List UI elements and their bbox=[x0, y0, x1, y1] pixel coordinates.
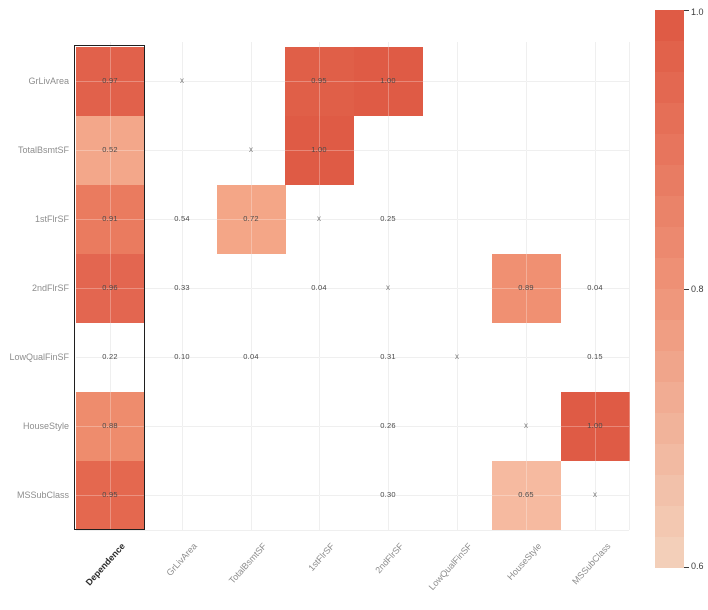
cell-value-2ndFlrSF-HouseStyle: 0.89 bbox=[518, 283, 534, 292]
cell-value-2ndFlrSF-GrLivArea: 0.33 bbox=[174, 283, 190, 292]
legend-step bbox=[655, 320, 684, 352]
horizontal-gridline bbox=[76, 425, 629, 427]
vertical-gridline bbox=[456, 42, 458, 530]
legend-step bbox=[655, 475, 684, 507]
horizontal-gridline bbox=[76, 356, 629, 358]
heatmap-tile-dependence-MSSubClass bbox=[75, 460, 145, 530]
x-axis-label-Dependence: Dependence bbox=[84, 541, 128, 588]
diagonal-x-marker-GrLivArea: x bbox=[180, 76, 184, 85]
cell-value-dependence-HouseStyle: 0.88 bbox=[102, 421, 118, 430]
legend-tick bbox=[684, 289, 689, 290]
legend-step bbox=[655, 134, 684, 166]
legend-step bbox=[655, 227, 684, 259]
x-axis-label-1stFlrSF: 1stFlrSF bbox=[306, 541, 337, 573]
cell-value-MSSubClass-2ndFlrSF: 0.30 bbox=[380, 490, 396, 499]
y-axis-label-1stFlrSF: 1stFlrSF bbox=[34, 213, 69, 224]
horizontal-gridline bbox=[76, 425, 629, 427]
diagonal-x-marker-MSSubClass: x bbox=[593, 490, 597, 499]
diagonal-x-marker-1stFlrSF: x bbox=[317, 214, 321, 223]
cell-value-TotalBsmtSF-1stFlrSF: 1.00 bbox=[311, 145, 327, 154]
cell-value-dependence-LowQualFinSF: 0.22 bbox=[102, 352, 118, 361]
cell-value-1stFlrSF-GrLivArea: 0.54 bbox=[174, 214, 190, 223]
x-axis-label-TotalBsmtSF: TotalBsmtSF bbox=[226, 541, 269, 586]
heatmap-tile-1stFlrSF-TotalBsmtSF bbox=[216, 184, 286, 254]
y-axis-label-GrLivArea: GrLivArea bbox=[28, 75, 69, 86]
diagonal-x-marker-HouseStyle: x bbox=[524, 421, 528, 430]
heatmap-tile-TotalBsmtSF-1stFlrSF bbox=[284, 115, 354, 185]
legend-step bbox=[655, 382, 684, 414]
cell-value-LowQualFinSF-2ndFlrSF: 0.31 bbox=[380, 352, 396, 361]
legend-tick-label-0.8: 0.8 bbox=[691, 284, 704, 294]
dependence-column-box bbox=[74, 45, 145, 530]
cell-value-HouseStyle-MSSubClass: 1.00 bbox=[587, 421, 603, 430]
cell-value-LowQualFinSF-TotalBsmtSF: 0.04 bbox=[243, 352, 259, 361]
diagonal-x-marker-LowQualFinSF: x bbox=[455, 352, 459, 361]
legend-tick-label-0.6: 0.6 bbox=[691, 561, 704, 571]
legend-step bbox=[655, 165, 684, 197]
heatmap-tile-dependence-2ndFlrSF bbox=[75, 253, 145, 323]
x-axis-label-LowQualFinSF: LowQualFinSF bbox=[427, 541, 475, 592]
y-axis-label-2ndFlrSF: 2ndFlrSF bbox=[31, 282, 69, 293]
x-axis-label-HouseStyle: HouseStyle bbox=[505, 541, 544, 582]
legend-step bbox=[655, 41, 684, 73]
cell-value-2ndFlrSF-MSSubClass: 0.04 bbox=[587, 283, 603, 292]
y-axis-label-LowQualFinSF: LowQualFinSF bbox=[9, 351, 69, 362]
x-axis-label-GrLivArea: GrLivArea bbox=[164, 541, 200, 578]
legend-step bbox=[655, 537, 684, 568]
cell-value-dependence-GrLivArea: 0.97 bbox=[102, 76, 118, 85]
heatmap-tile-dependence-GrLivArea bbox=[75, 46, 145, 116]
legend-step bbox=[655, 289, 684, 321]
cell-value-1stFlrSF-TotalBsmtSF: 0.72 bbox=[243, 214, 259, 223]
legend-step bbox=[655, 103, 684, 135]
cell-value-2ndFlrSF-1stFlrSF: 0.04 bbox=[311, 283, 327, 292]
cell-value-dependence-TotalBsmtSF: 0.52 bbox=[102, 145, 118, 154]
heatmap-tile-GrLivArea-2ndFlrSF bbox=[353, 46, 423, 116]
legend-tick bbox=[684, 567, 689, 568]
cell-value-1stFlrSF-2ndFlrSF: 0.25 bbox=[380, 214, 396, 223]
legend-step bbox=[655, 196, 684, 228]
legend-step bbox=[655, 258, 684, 290]
legend-step bbox=[655, 10, 684, 42]
legend-tick bbox=[684, 10, 689, 11]
cell-value-dependence-2ndFlrSF: 0.96 bbox=[102, 283, 118, 292]
cell-value-dependence-1stFlrSF: 0.91 bbox=[102, 214, 118, 223]
horizontal-gridline bbox=[76, 529, 629, 531]
cell-value-HouseStyle-2ndFlrSF: 0.26 bbox=[380, 421, 396, 430]
legend-step bbox=[655, 506, 684, 538]
legend-step bbox=[655, 413, 684, 445]
cell-value-LowQualFinSF-GrLivArea: 0.10 bbox=[174, 352, 190, 361]
horizontal-gridline bbox=[76, 356, 629, 358]
cell-value-LowQualFinSF-MSSubClass: 0.15 bbox=[587, 352, 603, 361]
horizontal-gridline bbox=[76, 218, 629, 220]
legend-tick-label-1.0: 1.0 bbox=[691, 7, 704, 17]
legend-step bbox=[655, 72, 684, 104]
diagonal-x-marker-2ndFlrSF: x bbox=[386, 283, 390, 292]
heatmap-tile-dependence-HouseStyle bbox=[75, 391, 145, 461]
heatmap-tile-MSSubClass-HouseStyle bbox=[491, 460, 561, 530]
heatmap-tile-HouseStyle-MSSubClass bbox=[560, 391, 630, 461]
cell-value-MSSubClass-HouseStyle: 0.65 bbox=[518, 490, 534, 499]
x-axis-label-2ndFlrSF: 2ndFlrSF bbox=[373, 541, 406, 576]
horizontal-gridline bbox=[76, 529, 629, 531]
cell-value-GrLivArea-1stFlrSF: 0.95 bbox=[311, 76, 327, 85]
legend-step bbox=[655, 351, 684, 383]
heatmap-tile-2ndFlrSF-HouseStyle bbox=[491, 253, 561, 323]
diagonal-x-marker-TotalBsmtSF: x bbox=[249, 145, 253, 154]
y-axis-label-TotalBsmtSF: TotalBsmtSF bbox=[17, 144, 69, 155]
heatmap-tile-dependence-1stFlrSF bbox=[75, 184, 145, 254]
vertical-gridline bbox=[250, 42, 252, 530]
y-axis-label-MSSubClass: MSSubClass bbox=[16, 489, 69, 500]
cell-value-dependence-MSSubClass: 0.95 bbox=[102, 490, 118, 499]
x-axis-label-MSSubClass: MSSubClass bbox=[570, 541, 613, 587]
vertical-gridline bbox=[250, 42, 252, 530]
vertical-gridline bbox=[456, 42, 458, 530]
heatmap-tile-GrLivArea-1stFlrSF bbox=[284, 46, 354, 116]
legend-step bbox=[655, 444, 684, 476]
legend-gradient-bar bbox=[655, 10, 684, 568]
horizontal-gridline bbox=[76, 218, 629, 220]
heatmap-tile-dependence-TotalBsmtSF bbox=[75, 115, 145, 185]
cell-value-GrLivArea-2ndFlrSF: 1.00 bbox=[380, 76, 396, 85]
y-axis-label-HouseStyle: HouseStyle bbox=[22, 420, 69, 431]
